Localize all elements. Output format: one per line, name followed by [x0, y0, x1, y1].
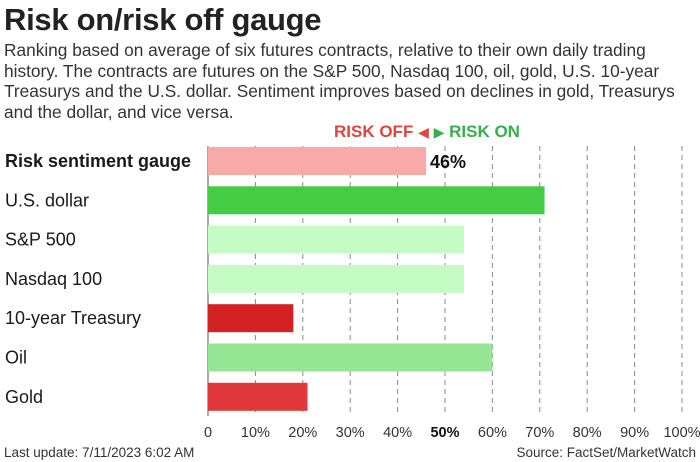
- chart-subtitle: Ranking based on average of six futures …: [4, 40, 675, 122]
- x-tick-label: 90%: [620, 425, 649, 441]
- bar: [208, 264, 464, 293]
- x-tick-label: 40%: [383, 425, 412, 441]
- x-tick-label: 50%: [430, 425, 459, 441]
- x-tick-label: 80%: [573, 425, 602, 441]
- bar: [208, 382, 308, 411]
- data-label: 46%: [430, 152, 466, 172]
- category-label: U.S. dollar: [5, 190, 89, 210]
- x-tick-label: 100%: [663, 425, 700, 441]
- x-tick-label: 30%: [336, 425, 365, 441]
- bar: [208, 147, 427, 175]
- right-arrow-icon: ▶: [433, 124, 445, 140]
- category-label: Nasdaq 100: [5, 269, 102, 289]
- bar: [208, 225, 464, 254]
- chart-title: Risk on/risk off gauge: [4, 2, 322, 37]
- bar: [208, 304, 294, 333]
- x-tick-label: 60%: [478, 425, 507, 441]
- x-tick-label: 70%: [525, 425, 554, 441]
- last-update: Last update: 7/11/2023 6:02 AM: [4, 445, 195, 460]
- risk-on-label: RISK ON: [449, 122, 520, 141]
- risk-legend: RISK OFF ◀ ▶ RISK ON: [334, 122, 520, 142]
- category-label: Risk sentiment gauge: [5, 151, 191, 171]
- x-tick-label: 20%: [288, 425, 317, 441]
- risk-off-label: RISK OFF: [334, 122, 414, 141]
- bar: [208, 186, 545, 215]
- category-label: Oil: [5, 348, 27, 368]
- source-note: Source: FactSet/MarketWatch: [516, 445, 696, 460]
- category-label: 10-year Treasury: [5, 308, 141, 328]
- bar: [208, 343, 493, 372]
- category-label: Gold: [5, 387, 43, 407]
- left-arrow-icon: ◀: [418, 124, 429, 140]
- x-tick-label: 10%: [241, 425, 270, 441]
- x-tick-label: 0: [204, 425, 212, 441]
- category-label: S&P 500: [5, 230, 76, 250]
